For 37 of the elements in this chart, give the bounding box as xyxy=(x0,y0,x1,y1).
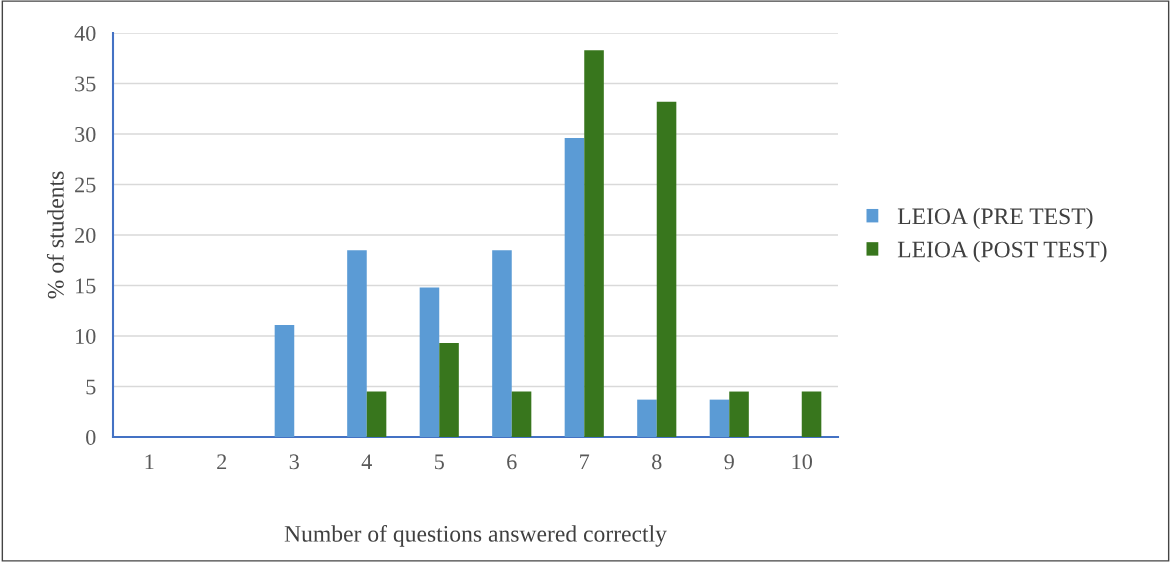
bar xyxy=(274,324,295,437)
y-tick-label: 5 xyxy=(86,379,96,395)
bar xyxy=(419,287,440,437)
x-tick-label: 6 xyxy=(507,454,517,470)
bar xyxy=(637,399,657,437)
bar xyxy=(439,343,459,437)
x-tick-label: 8 xyxy=(652,454,662,470)
legend-label: LEIOA (PRE TEST) xyxy=(897,207,1093,230)
bar xyxy=(564,138,585,437)
y-tick-label: 25 xyxy=(75,177,96,193)
legend-label: LEIOA (POST TEST) xyxy=(897,240,1107,263)
bar xyxy=(492,250,512,437)
x-tick-label: 4 xyxy=(361,454,372,470)
bar xyxy=(656,101,677,437)
y-tick-label: 35 xyxy=(75,76,96,92)
x-axis-title: Number of questions answered correctly xyxy=(284,525,667,547)
bar xyxy=(347,250,367,437)
y-tick-label: 30 xyxy=(75,126,96,142)
y-tick-label: 0 xyxy=(86,429,96,445)
x-tick-label: 9 xyxy=(724,454,734,470)
y-axis-title: % of students xyxy=(46,171,64,299)
bar xyxy=(729,391,749,437)
y-tick-label: 40 xyxy=(74,25,96,41)
bar xyxy=(366,391,387,437)
y-tick-label: 10 xyxy=(76,328,96,344)
x-tick-label: 5 xyxy=(434,454,444,470)
bar xyxy=(801,391,822,437)
bar xyxy=(511,391,532,437)
x-tick-label: 1 xyxy=(145,454,154,470)
y-tick-label: 20 xyxy=(75,227,96,243)
x-tick-label: 7 xyxy=(580,454,590,470)
y-tick-label: 15 xyxy=(76,278,96,294)
bar xyxy=(709,399,730,437)
x-tick-label: 10 xyxy=(792,454,813,470)
x-tick-label: 3 xyxy=(289,454,299,470)
bar xyxy=(584,50,604,437)
x-tick-label: 2 xyxy=(217,454,227,470)
